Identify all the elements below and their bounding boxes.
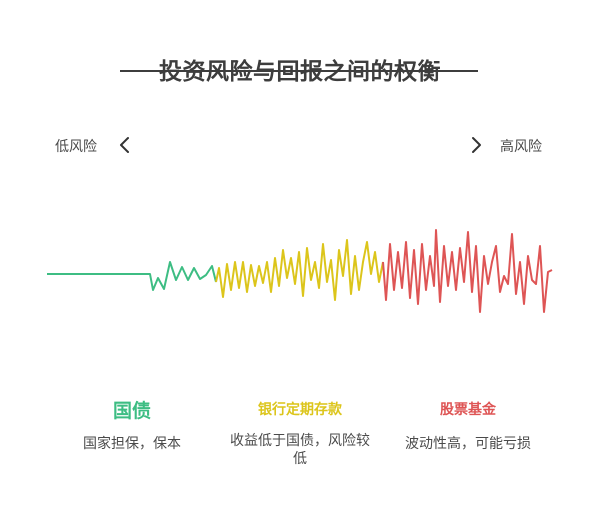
category-desc-government-bond: 国家担保，保本 — [83, 436, 181, 452]
title-strikethrough-line — [120, 70, 478, 72]
chevron-right-icon[interactable] — [466, 134, 486, 156]
title-block: 投资风险与回报之间的权衡 — [0, 48, 600, 88]
high-risk-label: 高风险 — [500, 139, 542, 155]
category-desc-stock-fund: 波动性高，可能亏损 — [405, 436, 531, 452]
wave-segment-green — [47, 261, 217, 291]
category-desc-bank-deposit: 收益低于国债，风险较低 — [230, 433, 370, 467]
chevron-left-icon[interactable] — [115, 134, 135, 156]
category-title-bank-deposit: 银行定期存款 — [258, 402, 342, 418]
category-title-stock-fund: 股票基金 — [440, 402, 496, 418]
page-title: 投资风险与回报之间的权衡 — [159, 59, 441, 85]
wave-segment-yellow — [215, 239, 384, 301]
wave-segment-red — [382, 229, 553, 313]
category-title-government-bond: 国债 — [112, 400, 151, 422]
low-risk-label: 低风险 — [55, 139, 97, 155]
